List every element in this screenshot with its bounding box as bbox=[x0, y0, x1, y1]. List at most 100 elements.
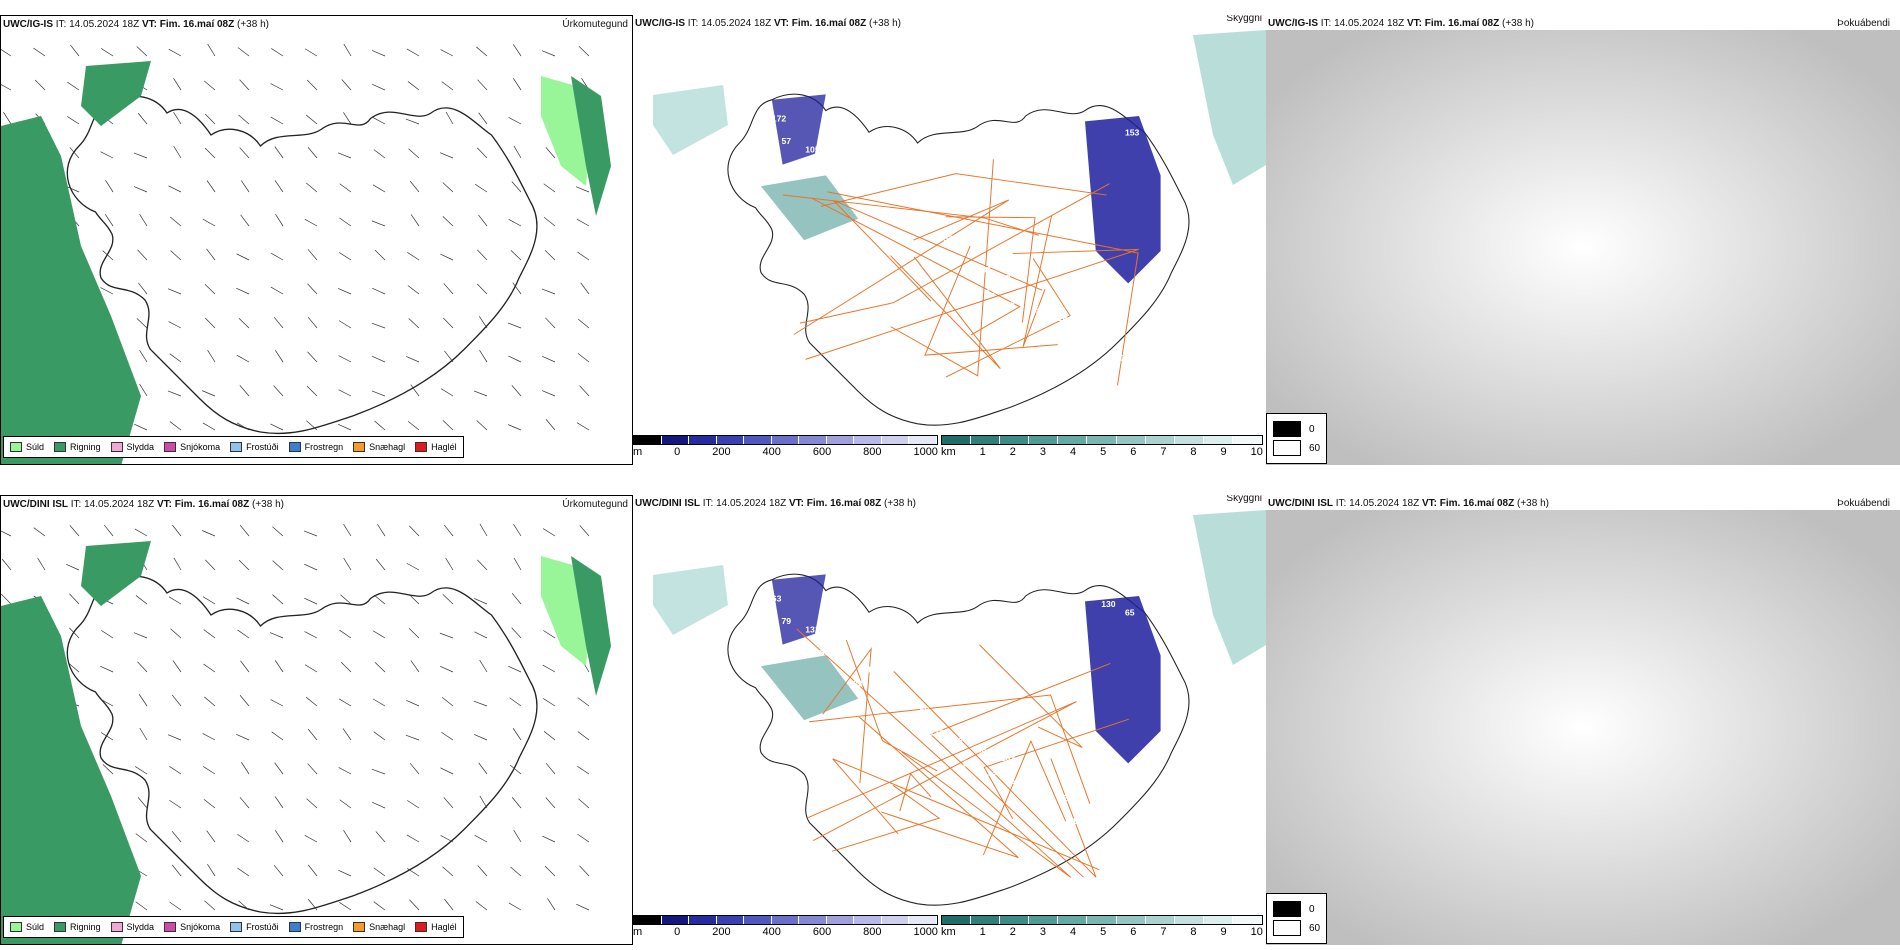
cloud-base-label: 55 bbox=[906, 719, 916, 729]
scale-swatch bbox=[771, 916, 800, 924]
scale-tick: 1000 bbox=[913, 926, 938, 938]
road bbox=[899, 772, 932, 812]
scale-tick: 2 bbox=[1009, 926, 1016, 938]
wind-barb bbox=[338, 355, 352, 363]
fog-background bbox=[1266, 510, 1900, 945]
wind-barb bbox=[440, 665, 454, 673]
legend-swatch bbox=[288, 922, 301, 932]
scale-swatch bbox=[826, 436, 855, 444]
road bbox=[858, 716, 1019, 859]
wind-barb bbox=[272, 594, 284, 605]
scale-tick: 8 bbox=[1190, 446, 1197, 458]
wind-barb bbox=[507, 424, 522, 431]
wind-barb bbox=[1, 558, 12, 571]
wind-barb bbox=[442, 594, 454, 605]
scale-swatch bbox=[1000, 916, 1030, 924]
cloud-base-label: 110 bbox=[1068, 816, 1082, 826]
wind-barb bbox=[542, 664, 556, 673]
wind-barb bbox=[577, 731, 590, 741]
wind-barb bbox=[305, 696, 318, 707]
wind-barb bbox=[3, 112, 12, 125]
wind-barb bbox=[375, 831, 386, 843]
road bbox=[810, 197, 1021, 336]
scale-swatch bbox=[1058, 436, 1088, 444]
cloud-base-label: 96 bbox=[953, 256, 963, 266]
wind-barb bbox=[239, 147, 250, 159]
wind-barb bbox=[578, 46, 590, 57]
precip-legend: Súld Rigning Slydda Snjókoma Frostúði Frostre… bbox=[3, 436, 464, 458]
road bbox=[1022, 215, 1053, 347]
wind-barb bbox=[202, 218, 216, 227]
legend-swatch bbox=[164, 442, 177, 452]
low-visibility-area bbox=[653, 565, 728, 635]
wind-barb bbox=[406, 562, 420, 571]
wind-barb bbox=[274, 660, 284, 673]
rain-area bbox=[1, 116, 141, 464]
wind-barb bbox=[509, 764, 522, 775]
scale-tick: 7 bbox=[1160, 446, 1167, 458]
wind-barb bbox=[306, 182, 318, 193]
wind-barb bbox=[169, 353, 182, 363]
wind-barb bbox=[577, 353, 590, 363]
wind-barb bbox=[408, 627, 420, 639]
scale-tick: 400 bbox=[762, 446, 781, 458]
wind-barb bbox=[579, 385, 590, 397]
rain-area bbox=[571, 556, 611, 696]
legend-item: Rigning bbox=[54, 442, 101, 452]
wind-barb bbox=[545, 797, 556, 809]
wind-barb bbox=[100, 151, 114, 159]
scale-swatch bbox=[1203, 436, 1233, 444]
wind-barb bbox=[171, 830, 182, 843]
wind-barb bbox=[372, 184, 386, 193]
cloud-base-label: 57 bbox=[896, 696, 906, 706]
scale-swatch bbox=[689, 436, 717, 444]
wind-barb bbox=[372, 287, 386, 295]
wind-barb bbox=[510, 866, 522, 877]
panel-title: UWC/IG-IS IT: 14.05.2024 18Z VT: Fim. 16… bbox=[3, 19, 269, 30]
wind-barb bbox=[172, 660, 182, 673]
wind-barb bbox=[545, 419, 556, 431]
wind-barb bbox=[270, 699, 284, 707]
wind-barb bbox=[304, 563, 318, 571]
coastline bbox=[66, 575, 538, 915]
wind-barb bbox=[202, 733, 216, 741]
fog-legend: 0 60 bbox=[1266, 893, 1328, 944]
wind-barb bbox=[173, 557, 182, 571]
wind-barb bbox=[133, 152, 148, 159]
scale-swatch bbox=[854, 916, 882, 924]
wind-barb bbox=[137, 797, 148, 809]
wind-barb bbox=[138, 694, 148, 707]
wind-barb bbox=[576, 903, 590, 911]
cloud-base-label: 52 bbox=[1010, 776, 1020, 786]
scale-tick: 5 bbox=[1100, 446, 1107, 458]
cloud-base-label: 40 bbox=[791, 639, 801, 649]
legend-item: Súld bbox=[10, 442, 44, 452]
wind-barb bbox=[374, 249, 386, 261]
cloud-base-label: 56 bbox=[1091, 345, 1101, 355]
scale-tick: 6 bbox=[1130, 926, 1137, 938]
wind-barb bbox=[441, 81, 454, 91]
wind-barb bbox=[407, 251, 420, 261]
cloud-base-label: 130 bbox=[1101, 599, 1116, 609]
wind-barb bbox=[409, 180, 420, 193]
fog-map bbox=[1266, 510, 1900, 945]
wind-barb bbox=[37, 557, 46, 571]
scale-tick: 4 bbox=[1069, 926, 1077, 938]
wind-barb bbox=[545, 762, 556, 775]
cloud-area bbox=[771, 94, 826, 165]
cloud-base-label: 68 bbox=[839, 656, 849, 666]
legend-item: Snjókoma bbox=[164, 442, 220, 452]
wind-barb bbox=[576, 218, 590, 227]
wind-barb bbox=[270, 83, 284, 91]
wind-barb bbox=[543, 630, 556, 639]
wind-barb bbox=[306, 385, 318, 397]
wind-barb bbox=[578, 798, 590, 809]
legend-label: Súld bbox=[26, 442, 45, 452]
wind-barb bbox=[478, 112, 488, 125]
wind-barb bbox=[479, 523, 488, 537]
wind-barb bbox=[475, 184, 488, 193]
wind-barb bbox=[307, 898, 318, 911]
cloud-area bbox=[1085, 596, 1161, 764]
panel-name: Skyggni bbox=[1226, 15, 1262, 24]
legend-item: Snjókoma bbox=[164, 922, 220, 932]
